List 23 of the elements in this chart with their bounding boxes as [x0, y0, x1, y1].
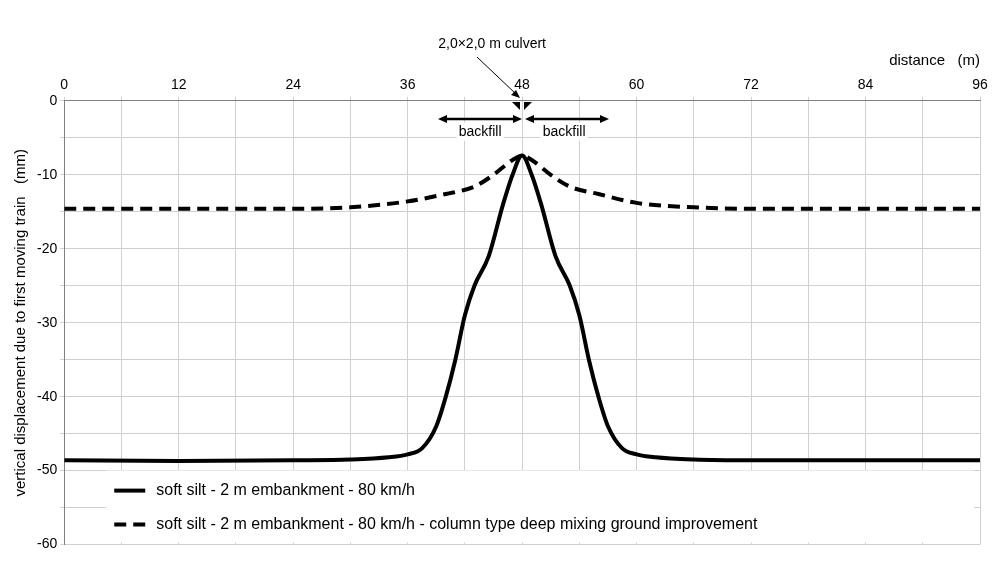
y-tick-label: -20 [37, 239, 58, 256]
x-tick-label: 24 [285, 76, 302, 93]
y-tick-label: -30 [37, 313, 58, 330]
y-tick-label: 0 [49, 91, 58, 108]
annotation: backfill [458, 122, 502, 139]
annotation: backfill [542, 122, 586, 139]
y-tick-label: -60 [37, 535, 58, 552]
x-tick-label: 84 [857, 76, 874, 93]
x-tick-label: 96 [972, 76, 988, 93]
y-tick-label: -10 [37, 165, 58, 182]
y-axis-title: vertical displacement due to first moving train (mm) [11, 148, 29, 497]
x-tick-label: 60 [628, 76, 645, 93]
x-tick-label: 12 [170, 76, 187, 93]
legend-label: soft silt - 2 m embankment - 80 km/h [156, 481, 415, 499]
x-tick-label: 48 [514, 76, 531, 93]
y-tick-label: -50 [37, 461, 58, 478]
x-tick-label: 36 [399, 76, 416, 93]
text: 2,0×2,0 m culvert [438, 34, 547, 51]
x-tick-label: 0 [60, 76, 69, 93]
legend-label: soft silt - 2 m embankment - 80 km/h - column type deep mixing ground improvement [156, 515, 758, 533]
x-tick-label: 72 [743, 76, 760, 93]
y-tick-label: -40 [37, 387, 58, 404]
x-axis-title: distance (m) [889, 51, 980, 69]
